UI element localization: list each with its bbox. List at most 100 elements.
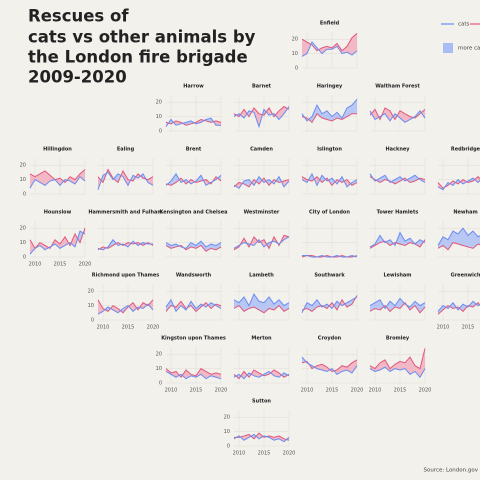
y-tick-label: 20 xyxy=(20,226,26,232)
series-line xyxy=(29,228,86,250)
y-tick-label: 0 xyxy=(23,192,26,198)
y-tick-label: 10 xyxy=(20,240,26,246)
difference-area xyxy=(386,301,390,312)
panel-title: Croydon xyxy=(318,336,342,342)
panel-title: Hackney xyxy=(385,147,410,153)
series-line xyxy=(437,227,480,246)
series-line xyxy=(29,169,86,184)
panel: Greenwich201020152020 xyxy=(437,273,480,331)
y-tick-label: 10 xyxy=(156,366,162,372)
panel: Hackney xyxy=(369,147,426,195)
y-tick-label: 0 xyxy=(295,66,298,72)
x-tick-label: 2015 xyxy=(394,388,407,394)
series-line xyxy=(29,230,86,255)
series-line xyxy=(301,112,357,124)
x-tick-label: 2015 xyxy=(462,325,475,331)
series-line xyxy=(165,117,221,127)
series-line xyxy=(233,433,290,443)
difference-area xyxy=(352,179,357,186)
y-tick-label: 10 xyxy=(88,303,94,309)
difference-area xyxy=(390,301,395,312)
difference-area xyxy=(352,33,357,56)
series-line xyxy=(437,242,480,251)
x-tick-label: 2010 xyxy=(301,388,314,394)
source: Source: London.gov xyxy=(423,468,478,474)
difference-area xyxy=(312,105,317,123)
panel-title: Southwark xyxy=(314,273,345,279)
panel-title: Richmond upon Thames xyxy=(92,273,159,279)
series-line xyxy=(369,366,426,379)
difference-area xyxy=(171,173,176,186)
panel: Lambeth xyxy=(233,273,290,321)
difference-area xyxy=(308,116,312,123)
panel: Lewisham xyxy=(369,273,426,321)
difference-area xyxy=(259,176,263,184)
series-line xyxy=(437,177,480,191)
x-tick-label: 2010 xyxy=(29,262,42,268)
series-line xyxy=(234,432,290,441)
series-line xyxy=(97,299,154,314)
series-line xyxy=(233,304,290,314)
difference-area xyxy=(70,176,75,184)
series-line xyxy=(233,177,290,188)
series-line xyxy=(165,371,222,380)
difference-area xyxy=(352,359,357,373)
panel: Camden xyxy=(233,147,290,195)
difference-area xyxy=(453,231,458,245)
panel-title: Lewisham xyxy=(383,273,411,279)
difference-area xyxy=(274,370,279,378)
series-line xyxy=(233,106,290,129)
y-tick-label: 20 xyxy=(292,37,298,43)
panel-title: Greenwich xyxy=(451,273,480,279)
x-tick-label: 2020 xyxy=(283,451,296,457)
panel: Waltham Forest xyxy=(369,84,426,132)
difference-area xyxy=(206,244,211,252)
difference-area xyxy=(390,364,395,372)
panel-title: Wandsworth xyxy=(176,273,212,279)
difference-area xyxy=(400,298,405,309)
panel-title: Ealing xyxy=(117,147,135,153)
difference-area xyxy=(334,301,337,310)
series-line xyxy=(165,175,222,186)
difference-area xyxy=(410,175,415,183)
difference-area xyxy=(254,294,259,310)
panel-title: Newham xyxy=(453,210,477,216)
difference-area xyxy=(347,37,352,56)
difference-area xyxy=(239,296,244,312)
y-tick-label: 0 xyxy=(159,129,162,135)
series-line xyxy=(369,231,426,248)
panel: Harrow 0 10 20 xyxy=(156,84,222,135)
series-line xyxy=(165,172,222,187)
x-tick-label: 2020 xyxy=(147,325,160,331)
difference-area xyxy=(279,299,284,312)
difference-area xyxy=(196,241,201,249)
difference-area xyxy=(474,176,478,183)
panel: Hammersmith and Fulham xyxy=(88,210,163,258)
panel: Wandsworth xyxy=(165,273,222,321)
difference-area xyxy=(279,435,284,442)
panel: Hounslow 0 10 20 2010 2015 2020 xyxy=(20,210,92,268)
panel: Enfield 0 10 20 xyxy=(292,21,358,72)
x-tick-label: 2020 xyxy=(79,262,92,268)
y-tick-label: 10 xyxy=(20,177,26,183)
difference-area xyxy=(254,370,259,378)
difference-area xyxy=(113,173,118,183)
difference-area xyxy=(400,110,405,123)
panel-title: Haringey xyxy=(317,84,343,90)
difference-area xyxy=(244,179,249,187)
series-line xyxy=(301,295,358,312)
legend-label: cats xyxy=(458,22,470,28)
panel-title: City of London xyxy=(309,210,350,216)
difference-area xyxy=(448,231,453,250)
difference-area xyxy=(148,299,153,310)
panel-title: Waltham Forest xyxy=(375,84,420,90)
x-tick-label: 2020 xyxy=(419,388,432,394)
series-line xyxy=(301,356,358,375)
difference-area xyxy=(55,239,60,249)
difference-area xyxy=(317,105,322,119)
y-tick-label: 10 xyxy=(224,429,230,435)
series-line xyxy=(369,110,426,123)
panel-title: Bromley xyxy=(386,336,410,342)
difference-area xyxy=(312,299,317,312)
legend-swatch xyxy=(443,43,453,53)
